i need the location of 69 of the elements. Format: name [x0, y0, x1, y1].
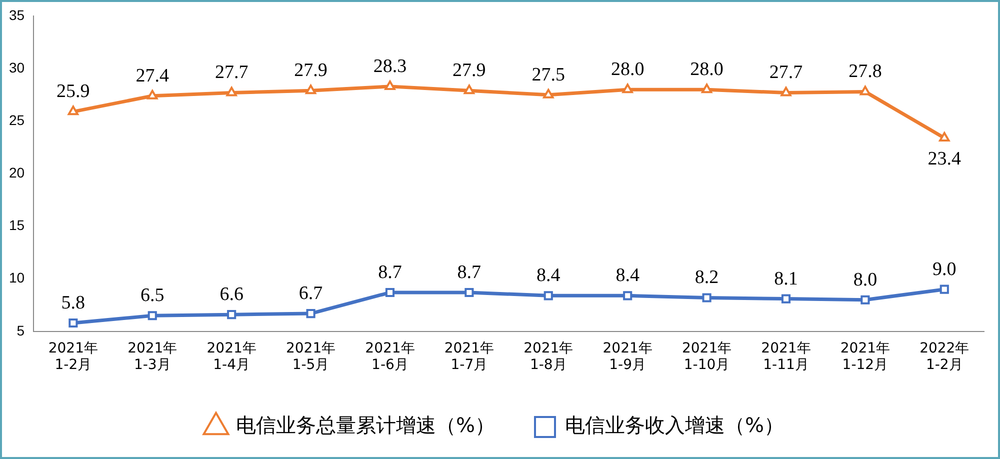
- data-label: 8.4: [616, 265, 640, 286]
- point: [226, 86, 237, 96]
- x-tick-label: 2021年 1-10月: [682, 340, 732, 374]
- data-label: 27.5: [532, 64, 566, 86]
- point: [68, 318, 78, 328]
- data-label: 8.0: [853, 269, 878, 290]
- point: [939, 132, 950, 142]
- point: [148, 311, 157, 320]
- data-label: 8.7: [378, 262, 402, 283]
- point: [305, 84, 316, 94]
- data-label: 8.7: [457, 262, 482, 283]
- x-tick-label: 2021年 1-12月: [840, 340, 890, 374]
- data-label: 28.0: [690, 59, 724, 80]
- point: [940, 284, 949, 294]
- point: [860, 86, 871, 96]
- point: [780, 86, 792, 96]
- y-tick-label: 15: [8, 217, 25, 234]
- y-tick-label: 10: [8, 270, 25, 286]
- data-label: 27.4: [136, 65, 170, 86]
- y-tick-label: 35: [8, 6, 25, 23]
- x-tick-label: 2021年 1-6月: [365, 340, 415, 374]
- x-tick-label: 2021年 1-4月: [206, 340, 256, 374]
- point: [860, 295, 870, 304]
- x-tick-label: 2021年 1-7月: [444, 340, 494, 374]
- legend-label: 电信业务总量累计增速（%）: [236, 413, 496, 438]
- point: [544, 291, 553, 300]
- point: [384, 80, 396, 90]
- data-label: 6.6: [220, 284, 244, 306]
- point: [781, 294, 791, 304]
- x-tick-label: 2021年 1-8月: [524, 340, 574, 374]
- data-label: 28.0: [610, 59, 644, 80]
- y-tick-label: 20: [8, 164, 25, 181]
- x-tick-label: 2021年 1-5月: [286, 340, 336, 374]
- data-label: 8.4: [536, 265, 561, 286]
- data-label: 27.7: [769, 62, 803, 84]
- point: [464, 288, 474, 298]
- point: [385, 288, 395, 298]
- point: [227, 310, 236, 320]
- data-label: 23.4: [928, 148, 962, 170]
- data-label: 27.8: [848, 61, 882, 82]
- point: [701, 84, 712, 94]
- point: [702, 293, 712, 302]
- point: [464, 84, 475, 94]
- data-label: 8.2: [694, 267, 719, 288]
- data-label: 27.9: [294, 60, 328, 82]
- data-label: 5.8: [61, 292, 86, 314]
- x-tick-label: 2021年 1-11月: [761, 340, 811, 374]
- point: [623, 291, 632, 300]
- x-tick-label: 2021年 1-2月: [48, 340, 98, 374]
- point: [543, 88, 554, 98]
- point: [147, 90, 158, 100]
- legend-label: 电信业务收入增速（%）: [565, 413, 784, 438]
- x-tick-label: 2021年 1-9月: [602, 340, 652, 374]
- data-label: 27.9: [452, 60, 486, 82]
- data-label: 28.3: [373, 56, 407, 77]
- y-tick-label: 5: [16, 322, 25, 338]
- point: [622, 84, 633, 94]
- y-tick-label: 25: [8, 112, 25, 128]
- point: [68, 106, 79, 116]
- y-tick-label: 30: [8, 59, 25, 76]
- point: [306, 308, 316, 318]
- data-label: 9.0: [932, 258, 956, 280]
- data-label: 8.1: [774, 268, 798, 290]
- x-tick-label: 2022年 1-2月: [920, 340, 970, 374]
- data-label: 6.7: [298, 283, 323, 304]
- x-tick-label: 2021年 1-3月: [128, 340, 178, 374]
- data-label: 25.9: [56, 81, 90, 102]
- data-label: 27.7: [214, 62, 248, 84]
- data-label: 6.5: [140, 285, 164, 306]
